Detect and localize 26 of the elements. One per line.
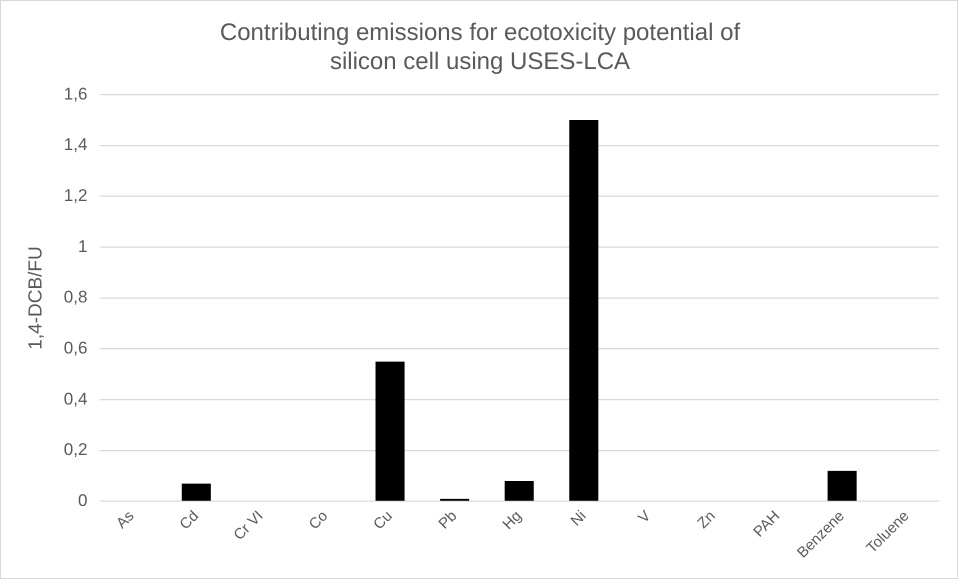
x-tick-label: Cr VI	[230, 508, 267, 544]
x-tick-label: Cu	[370, 508, 396, 534]
y-tick-label: 0	[78, 491, 88, 510]
y-tick-label: 1,6	[64, 84, 88, 104]
x-tick-label: Ni	[568, 508, 590, 530]
chart-title: Contributing emissions for ecotoxicity potential of silicon cell using USES-LCA	[220, 19, 740, 75]
y-tick-label: 1	[78, 236, 88, 256]
x-tick-label: Co	[306, 508, 332, 534]
y-tick-label: 1,2	[64, 186, 88, 205]
bar	[182, 484, 211, 501]
y-tick-label: 0,2	[64, 440, 88, 460]
x-tick-label: As	[113, 508, 138, 532]
bar	[376, 362, 405, 501]
bar	[504, 481, 534, 501]
x-tick-label: V	[635, 508, 654, 527]
x-tick-label: Cd	[176, 508, 202, 534]
x-tick-label: Zn	[694, 508, 719, 532]
y-tick-label: 1,4	[64, 135, 88, 154]
bar	[569, 120, 598, 501]
y-tick-label: 0,8	[64, 288, 88, 307]
y-tick-label: 0,6	[64, 338, 88, 358]
y-tick-label: 0,4	[64, 389, 88, 408]
x-tick-label: Hg	[499, 508, 525, 534]
y-axis-title: 1,4-DCB/FU	[26, 246, 47, 350]
x-tick-label: Pb	[435, 508, 460, 532]
bar	[828, 470, 857, 501]
